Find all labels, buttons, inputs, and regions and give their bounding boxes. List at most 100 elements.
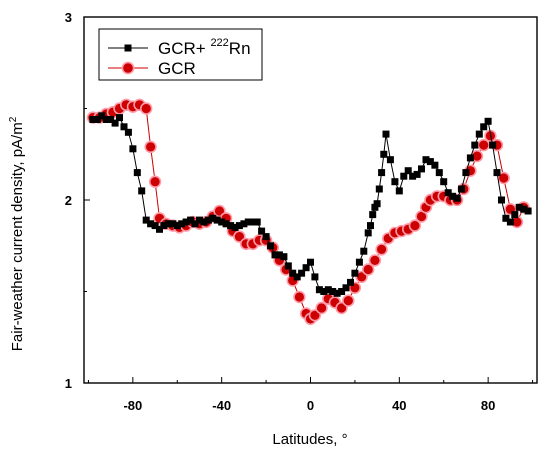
data-point-gcr_rn	[235, 222, 243, 230]
data-point-gcr_rn	[267, 242, 274, 250]
data-point-gcr_rn	[515, 203, 523, 211]
data-point-gcr	[140, 102, 153, 115]
data-point-gcr_rn	[480, 123, 488, 131]
data-point-gcr_rn	[89, 116, 97, 123]
data-point-gcr_rn	[444, 189, 452, 197]
data-point-gcr_rn	[280, 253, 288, 261]
legend-label-gcr-rn-suffix: Rn	[229, 39, 251, 58]
legend-label-gcr-rn-prefix: GCR+	[158, 39, 210, 58]
data-point-gcr_rn	[371, 203, 379, 211]
data-point-gcr_rn	[258, 227, 266, 235]
data-point-gcr_rn	[498, 196, 505, 204]
data-point-gcr_rn	[209, 214, 217, 222]
data-point-gcr_rn	[367, 222, 374, 230]
x-tick-label: 80	[481, 398, 495, 413]
data-point-gcr_rn	[173, 222, 181, 230]
data-point-gcr_rn	[431, 161, 439, 169]
data-point-gcr_rn	[293, 273, 301, 281]
data-point-gcr_rn	[218, 218, 226, 226]
data-point-gcr_rn	[289, 269, 297, 277]
data-point-gcr_rn	[373, 200, 381, 208]
data-point-gcr_rn	[466, 154, 474, 162]
data-point-gcr_rn	[249, 218, 257, 226]
x-tick-label: -40	[212, 398, 231, 413]
data-point-gcr_rn	[435, 169, 443, 177]
data-point-gcr_rn	[102, 116, 110, 123]
data-point-gcr_rn	[380, 150, 388, 158]
data-point-gcr_rn	[462, 169, 470, 177]
data-point-gcr_rn	[413, 170, 421, 178]
data-point-gcr_rn	[418, 165, 425, 173]
data-point-gcr_rn	[111, 119, 119, 127]
data-point-gcr_rn	[151, 222, 159, 230]
data-point-gcr_rn	[231, 223, 239, 231]
data-point-gcr_rn	[156, 225, 163, 233]
data-point-gcr	[315, 301, 328, 315]
legend: GCR+ 222Rn GCR	[98, 28, 263, 81]
data-point-gcr_rn	[160, 222, 168, 230]
series-layer	[86, 98, 532, 326]
x-axis-title: Latitudes, °	[272, 431, 347, 448]
data-point-gcr_rn	[489, 141, 497, 149]
legend-label-gcr-rn: GCR+ 222Rn	[158, 37, 251, 58]
data-point-gcr_rn	[342, 284, 350, 292]
data-point-gcr	[375, 243, 388, 256]
data-point-gcr_rn	[191, 220, 199, 228]
data-point-gcr_rn	[511, 211, 519, 219]
data-point-gcr_rn	[196, 216, 203, 224]
y-axis-title: Fair-weather current density, pA/m2	[8, 116, 26, 351]
data-point-gcr_rn	[129, 145, 137, 153]
data-point-gcr_rn	[187, 216, 195, 224]
y-tick-label: 2	[65, 193, 72, 208]
data-point-gcr_rn	[284, 262, 292, 270]
x-tick-label: 0	[307, 398, 314, 413]
data-point-gcr_rn	[351, 269, 359, 277]
data-point-gcr_rn	[262, 233, 270, 241]
data-point-gcr_rn	[147, 220, 155, 228]
legend-label-gcr: GCR	[158, 59, 196, 78]
data-point-gcr_rn	[253, 218, 261, 226]
data-point-gcr_rn	[382, 130, 390, 138]
data-point-gcr_rn	[204, 216, 212, 224]
data-point-gcr_rn	[302, 264, 310, 272]
data-point-gcr_rn	[409, 172, 417, 180]
data-point-gcr_rn	[227, 222, 235, 230]
data-point-gcr_rn	[298, 269, 306, 277]
data-point-gcr_rn	[133, 169, 141, 177]
data-point-gcr_rn	[449, 192, 457, 200]
data-point-gcr_rn	[329, 288, 337, 295]
data-point-gcr_rn	[471, 141, 479, 149]
data-point-gcr	[408, 219, 422, 232]
data-point-gcr_rn	[458, 185, 465, 193]
y-tick-label: 3	[65, 10, 72, 25]
data-point-gcr_rn	[116, 114, 123, 122]
y-tick-label: 1	[65, 376, 72, 391]
data-point-gcr_rn	[311, 273, 319, 281]
series-line-gcr	[92, 104, 525, 320]
data-point-gcr_rn	[404, 167, 412, 175]
x-tick-label: 40	[392, 398, 406, 413]
data-point-gcr_rn	[240, 220, 248, 228]
data-point-gcr_rn	[324, 286, 332, 294]
data-point-gcr_rn	[520, 205, 528, 213]
data-point-gcr_rn	[475, 130, 483, 138]
data-point-gcr_rn	[138, 187, 146, 195]
data-point-gcr_rn	[244, 218, 252, 226]
data-point-gcr_rn	[213, 216, 221, 224]
data-point-gcr_rn	[98, 112, 106, 120]
data-point-gcr_rn	[493, 169, 501, 177]
data-point-gcr	[362, 263, 375, 276]
data-point-gcr	[293, 290, 306, 304]
data-point-gcr_rn	[93, 116, 101, 123]
data-point-gcr_rn	[453, 194, 461, 202]
data-point-gcr_rn	[386, 156, 394, 164]
legend-marker-gcr	[121, 61, 135, 75]
data-point-gcr_rn	[200, 218, 208, 226]
data-point-gcr_rn	[275, 251, 283, 259]
data-point-gcr_rn	[360, 247, 368, 255]
data-point-gcr_rn	[182, 218, 190, 226]
data-point-gcr_rn	[169, 220, 177, 228]
data-point-gcr_rn	[315, 286, 323, 294]
data-point-gcr_rn	[338, 288, 346, 295]
